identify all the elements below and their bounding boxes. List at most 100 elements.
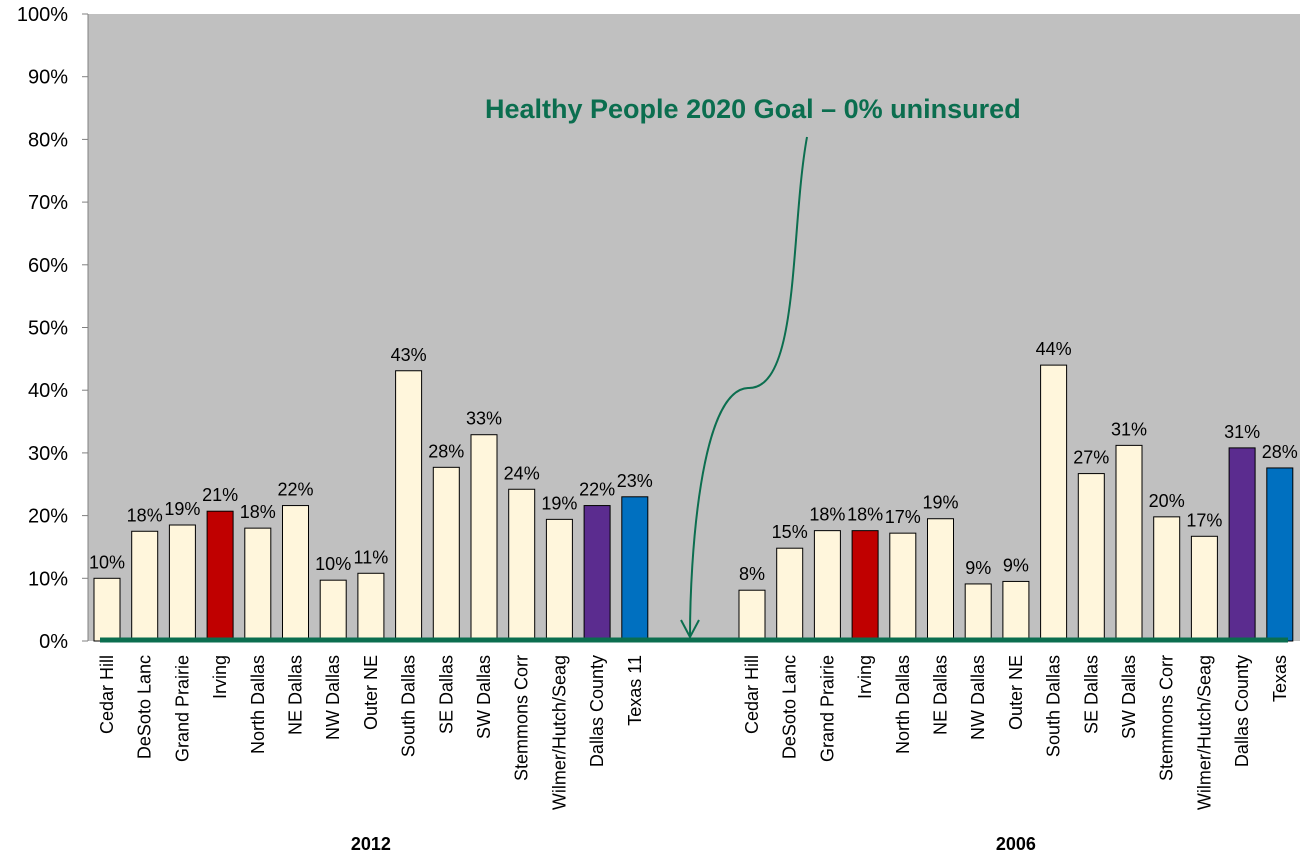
y-tick-label: 0% bbox=[39, 631, 68, 653]
y-tick-label: 60% bbox=[28, 255, 68, 277]
bar bbox=[889, 532, 917, 642]
data-label: 28% bbox=[1262, 442, 1298, 462]
bars: 10%18% 19%21%18%22%10% 11%43%28%33%24%19%2… bbox=[89, 339, 1298, 642]
data-label: 19% bbox=[541, 493, 577, 513]
data-label: 17% bbox=[885, 507, 921, 527]
x-tick-label: SW Dallas bbox=[1119, 655, 1139, 739]
bar bbox=[508, 488, 536, 642]
x-tick-label: Irving bbox=[210, 655, 230, 699]
data-label: 8% bbox=[739, 564, 765, 584]
y-tick-label: 70% bbox=[28, 192, 68, 214]
x-tick-label: South Dallas bbox=[399, 655, 419, 757]
x-tick-label: North Dallas bbox=[248, 655, 268, 754]
annotation-arrow bbox=[689, 136, 808, 637]
x-tick-label: DeSoto Lanc bbox=[135, 655, 155, 759]
bar bbox=[282, 505, 309, 642]
bar bbox=[131, 530, 159, 642]
bar bbox=[851, 530, 879, 642]
x-tick-label: SE Dallas bbox=[436, 655, 456, 734]
x-tick-label: Texas 11 bbox=[625, 655, 645, 726]
data-label: 9% bbox=[965, 558, 991, 578]
y-tick-label: 90% bbox=[28, 67, 68, 89]
x-tick-label: Cedar Hill bbox=[742, 655, 762, 734]
y-axis: 0% 10% 20% 30% 40% 50% 60% 70% 80% 90% 100% bbox=[17, 4, 89, 653]
data-label: 44% bbox=[1036, 339, 1072, 359]
data-label: 43% bbox=[391, 345, 427, 365]
data-label: 28% bbox=[428, 441, 464, 461]
x-tick-label: SE Dallas bbox=[1081, 655, 1101, 734]
y-tick-label: 10% bbox=[28, 568, 68, 590]
bar bbox=[470, 434, 498, 642]
x-tick-label: Wilmer/Hutch/Seag bbox=[1194, 655, 1214, 810]
bar bbox=[244, 527, 272, 642]
data-label: 10% bbox=[89, 552, 125, 572]
y-tick-label: 100% bbox=[17, 4, 68, 26]
bar bbox=[1153, 516, 1181, 642]
bar bbox=[583, 505, 611, 642]
data-label: 15% bbox=[772, 522, 808, 542]
data-label: 18% bbox=[809, 505, 845, 525]
data-label: 27% bbox=[1073, 448, 1109, 468]
bar bbox=[813, 530, 841, 642]
data-label: 20% bbox=[1149, 491, 1185, 511]
y-tick-label: 50% bbox=[28, 318, 68, 340]
bar bbox=[319, 579, 347, 642]
x-tick-label: Grand Prairie bbox=[172, 655, 192, 762]
data-label: 31% bbox=[1224, 422, 1260, 442]
bar bbox=[545, 518, 573, 642]
x-tick-label: NE Dallas bbox=[286, 655, 306, 735]
data-label: 24% bbox=[504, 463, 540, 483]
data-label: 33% bbox=[466, 409, 502, 429]
data-label: 21% bbox=[202, 485, 238, 505]
x-tick-label: NE Dallas bbox=[931, 655, 951, 735]
x-tick-label: Irving bbox=[855, 655, 875, 699]
group-label: 2012 bbox=[351, 834, 391, 854]
x-tick-label: NW Dallas bbox=[323, 655, 343, 740]
data-label: 22% bbox=[579, 480, 615, 500]
goal-annotation: Healthy People 2020 Goal – 0% uninsured bbox=[485, 94, 1021, 124]
group-label: 2006 bbox=[996, 834, 1036, 854]
bar bbox=[621, 496, 649, 642]
y-tick-label: 30% bbox=[28, 443, 68, 465]
data-label: 23% bbox=[617, 471, 653, 491]
x-tick-label: Dallas County bbox=[1232, 655, 1252, 767]
bar bbox=[1002, 580, 1030, 642]
x-tick-label: NW Dallas bbox=[968, 655, 988, 740]
bar bbox=[1040, 364, 1068, 642]
bar bbox=[776, 547, 804, 642]
x-tick-label: Outer NE bbox=[1006, 655, 1026, 730]
x-tick-label: Dallas County bbox=[587, 655, 607, 767]
x-tick-label: South Dallas bbox=[1044, 655, 1064, 757]
bar bbox=[432, 466, 460, 642]
bar bbox=[1228, 447, 1256, 642]
y-tick-label: 80% bbox=[28, 129, 68, 151]
data-label: 10% bbox=[315, 554, 351, 574]
data-label: 9% bbox=[1003, 555, 1029, 575]
x-tick-label: Texas bbox=[1270, 655, 1290, 702]
bar bbox=[93, 577, 121, 642]
bar bbox=[927, 518, 954, 642]
data-label: 18% bbox=[847, 505, 883, 525]
bar bbox=[1190, 535, 1218, 642]
bar bbox=[1077, 473, 1105, 642]
x-tick-label: Outer NE bbox=[361, 655, 381, 730]
bar bbox=[1266, 467, 1294, 642]
data-label: 11% bbox=[354, 547, 389, 567]
bar bbox=[1115, 444, 1143, 642]
y-tick-label: 40% bbox=[28, 380, 68, 402]
bar bbox=[395, 370, 423, 642]
x-tick-label: Wilmer/Hutch/Seag bbox=[549, 655, 569, 810]
bar bbox=[168, 524, 196, 642]
data-label: 19% bbox=[164, 499, 200, 519]
data-label: 31% bbox=[1111, 419, 1147, 439]
bar bbox=[964, 583, 992, 642]
x-tick-label: Stemmons Corr bbox=[512, 655, 532, 781]
bar bbox=[738, 589, 766, 642]
y-tick-label: 20% bbox=[28, 506, 68, 528]
annotation-arrowhead bbox=[680, 619, 700, 640]
x-tick-label: SW Dallas bbox=[474, 655, 494, 739]
x-tick-label: Stemmons Corr bbox=[1157, 655, 1177, 781]
x-tick-label: Grand Prairie bbox=[817, 655, 837, 762]
data-label: 18% bbox=[240, 502, 276, 522]
